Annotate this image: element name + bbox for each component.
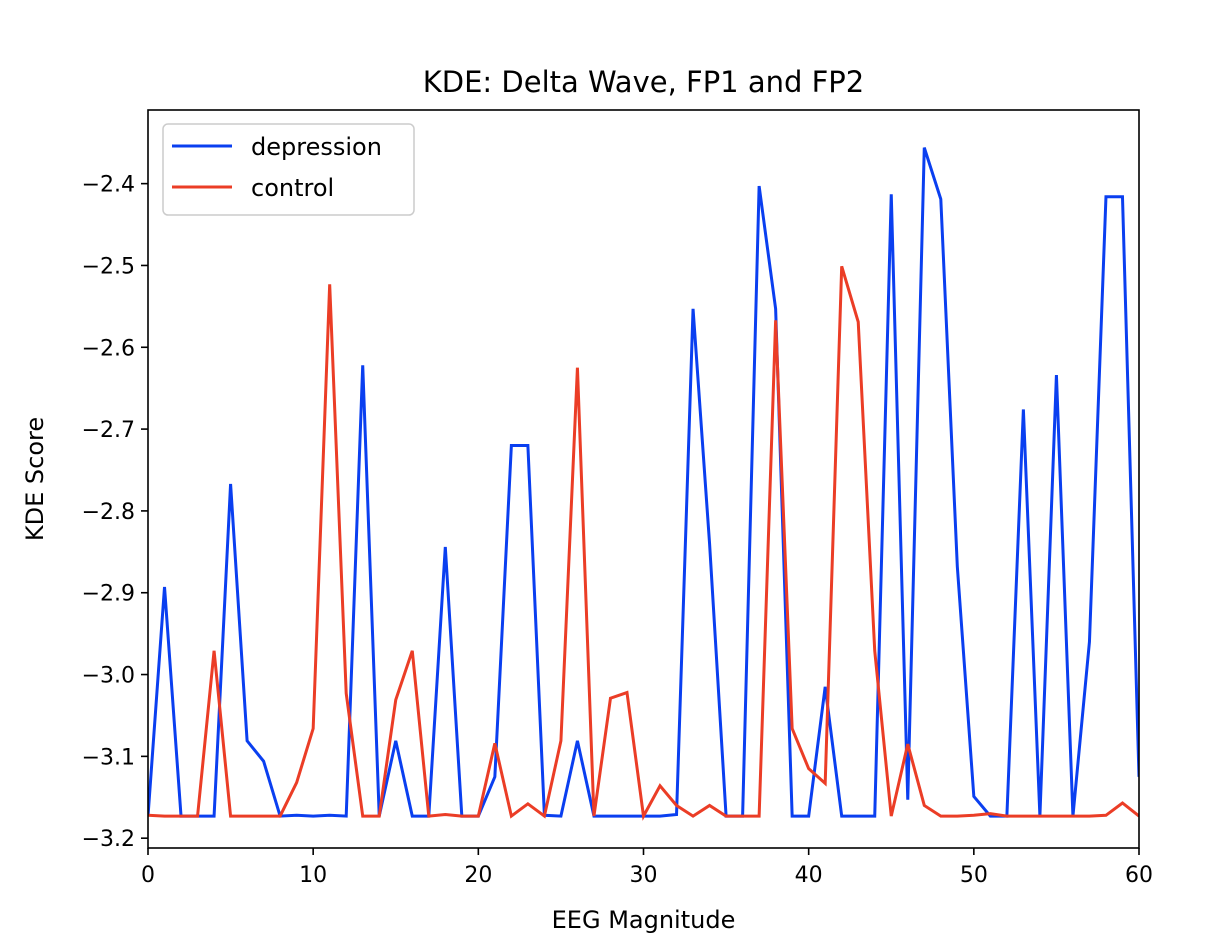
chart-title: KDE: Delta Wave, FP1 and FP2 [423, 65, 865, 99]
y-axis-label: KDE Score [21, 417, 49, 541]
y-tick-label: −2.9 [82, 582, 135, 607]
series-line-control [148, 265, 1139, 821]
x-tick-label: 60 [1125, 863, 1153, 888]
series-layer [148, 147, 1139, 821]
y-tick-label: −2.5 [82, 254, 135, 279]
x-tick-label: 50 [960, 863, 988, 888]
x-tick-label: 30 [630, 863, 658, 888]
y-axis: −3.2 −3.1 −3.0 −2.9 −2.8 −2.7 −2.6 −2.5 −2.4 [82, 173, 148, 852]
x-axis: 0 10 20 30 40 50 60 [141, 848, 1153, 888]
y-tick-label: −2.4 [82, 173, 135, 198]
y-tick-label: −2.8 [82, 500, 135, 525]
x-tick-label: 40 [795, 863, 823, 888]
x-tick-label: 0 [141, 863, 155, 888]
legend-label-depression: depression [251, 133, 382, 161]
x-tick-label: 10 [299, 863, 327, 888]
y-tick-label: −3.1 [82, 745, 135, 770]
y-tick-label: −3.0 [82, 664, 135, 689]
y-tick-label: −2.7 [82, 418, 135, 443]
legend: depression control [162, 123, 415, 216]
x-tick-label: 20 [464, 863, 492, 888]
x-axis-label: EEG Magnitude [552, 906, 736, 934]
y-tick-label: −2.6 [82, 336, 135, 361]
y-tick-label: −3.2 [82, 827, 135, 852]
legend-label-control: control [251, 174, 334, 202]
